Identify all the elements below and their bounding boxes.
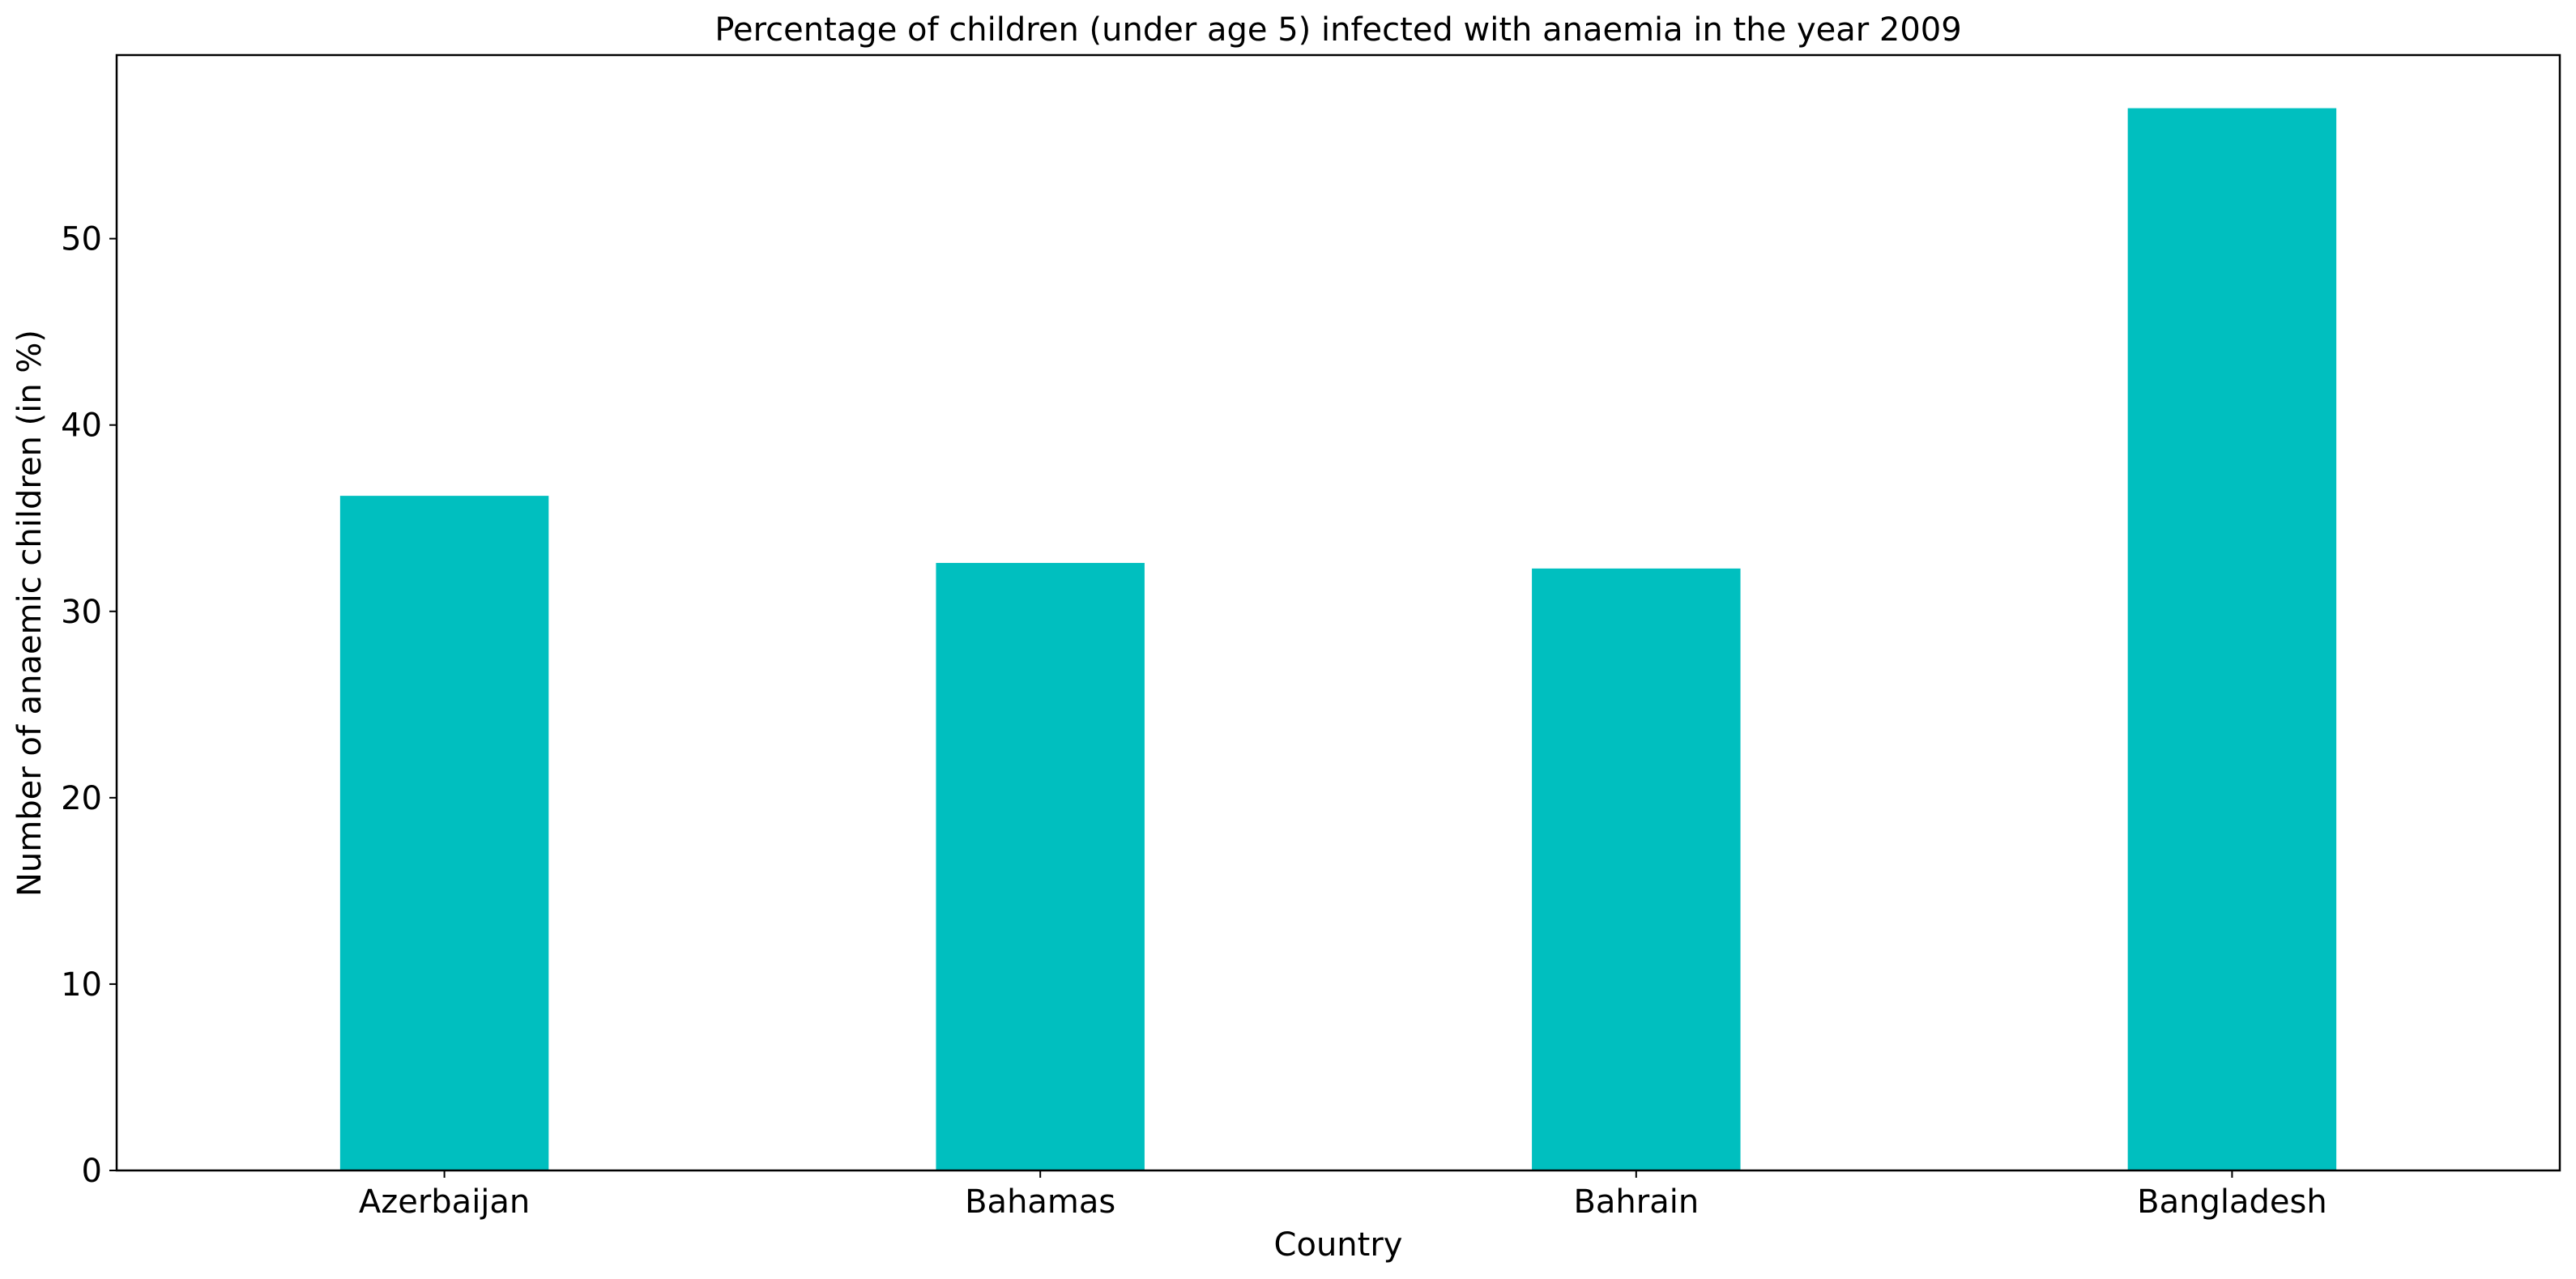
bar-bahamas xyxy=(936,562,1145,1170)
chart-title: Percentage of children (under age 5) inf… xyxy=(714,11,1961,49)
x-tick-label: Azerbaijan xyxy=(359,1183,530,1221)
x-axis-label: Country xyxy=(1274,1226,1403,1264)
plot-frame xyxy=(115,53,2561,1172)
x-tick-label: Bahamas xyxy=(965,1183,1115,1221)
x-axis-ticks: Azerbaijan Bahamas Bahrain Bangladesh xyxy=(359,1170,2327,1221)
y-axis-ticks: 0 10 20 30 40 50 xyxy=(61,221,117,1190)
y-tick-label: 50 xyxy=(61,221,102,258)
y-tick-label: 30 xyxy=(61,594,102,631)
y-tick-label: 10 xyxy=(61,966,102,1004)
bar-bangladesh xyxy=(2127,108,2337,1171)
bars-group xyxy=(339,108,2337,1171)
y-tick-label: 20 xyxy=(61,780,102,817)
y-axis-label: Number of anaemic children (in %) xyxy=(11,330,49,897)
y-tick-label: 0 xyxy=(82,1153,102,1190)
y-tick-label: 40 xyxy=(61,407,102,445)
bar-azerbaijan xyxy=(339,496,549,1170)
x-tick-label: Bangladesh xyxy=(2137,1183,2327,1221)
bar-bahrain xyxy=(1532,568,1741,1170)
x-tick-label: Bahrain xyxy=(1573,1183,1699,1221)
